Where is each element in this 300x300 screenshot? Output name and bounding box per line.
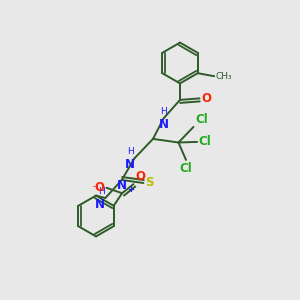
Text: Cl: Cl [195, 113, 208, 126]
Text: S: S [146, 176, 154, 190]
Text: O: O [135, 170, 145, 183]
Text: CH₃: CH₃ [216, 72, 232, 81]
Text: H: H [98, 187, 104, 196]
Text: Cl: Cl [180, 162, 192, 175]
Text: N: N [117, 179, 127, 192]
Text: N: N [95, 198, 105, 211]
Text: Cl: Cl [199, 135, 211, 148]
Text: +: + [128, 185, 134, 194]
Text: ⁻: ⁻ [91, 183, 98, 196]
Text: O: O [202, 92, 212, 105]
Text: O: O [95, 181, 105, 194]
Text: H: H [127, 147, 134, 156]
Text: N: N [124, 158, 134, 171]
Text: H: H [160, 107, 167, 116]
Text: N: N [158, 118, 169, 131]
